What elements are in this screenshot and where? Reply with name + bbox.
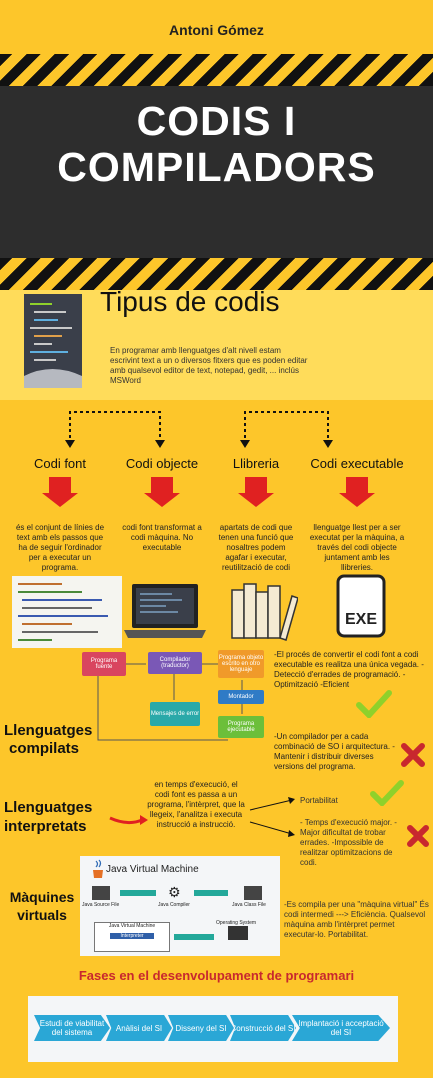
jvm-vm-label: Java Virtual Machine [108,923,156,929]
jvm-interp-label: Interpreter [110,933,154,939]
page-title: CODIS I COMPILADORS [57,98,376,190]
compilats-pros: -El procés de convertir el codi font a c… [274,650,424,689]
code-scroll-icon [22,292,88,390]
interpretats-cons: - Temps d'execució major. -Major dificul… [300,818,397,867]
java-cup-icon [90,858,106,880]
down-arrow-icon [214,477,298,507]
interpretats-label: Llenguatges interpretats [4,799,93,835]
fases-heading: Fases en el desenvolupament de programar… [78,968,355,983]
jvm-arrow [194,890,228,896]
category-codi-objecte: Codi objecte codi font transformat a cod… [116,456,208,553]
title-panel [0,86,433,258]
cross-icon [400,742,426,768]
dotted-connectors [40,408,400,448]
jvm-arrow [174,934,214,940]
interpretats-text: en temps d'execució, el codi font es pas… [147,780,245,829]
branch-arrows [248,796,296,840]
red-curve-arrow-icon [108,812,150,828]
hazard-stripe-bottom [0,258,433,290]
flow-montador: Montador [218,690,264,704]
tipus-heading: Tipus de codis [100,286,280,317]
jvm-diagram: Java Virtual Machine Java Source File ⚙ … [80,856,280,956]
down-arrow-icon [14,477,106,507]
jvm-title: Java Virtual Machine [106,864,199,875]
interpretats-pros: Portabilitat [300,796,338,805]
category-llibreria: Llibreria apartats de codi que tenen una… [214,456,298,573]
tipus-text: En programar amb llenguatges d'alt nivel… [110,346,308,385]
flow-objeto: Programa objeto escrito en otro lenguaje [218,650,264,678]
jvm-source-label: Java Source File [82,902,120,908]
category-codi-font: Codi font és el conjunt de línies de tex… [14,456,106,573]
gears-icon: ⚙ [168,884,181,900]
svg-text:EXE: EXE [345,611,377,628]
fase-step: Implantació i acceptació del SI [292,1015,390,1041]
category-desc: llenguatge llest per a ser executat per … [309,523,405,572]
cross-icon [406,824,430,848]
category-desc: codi font transformat a codi màquina. No… [122,523,202,552]
fase-step: Anàlisi del SI [106,1015,172,1041]
flow-error: Mensajes de error [150,702,200,726]
jvm-box: Java Virtual Machine Interpreter [94,922,170,952]
flow-ejecutable: Programa ejecutable [218,716,264,738]
category-desc: apartats de codi que tenen una funció qu… [218,523,294,572]
category-label: Codi font [33,456,87,471]
check-icon [356,690,392,720]
category-desc: és el conjunt de línies de text amb els … [15,523,105,572]
jvm-os-label: Operating System [216,920,257,926]
category-label: Llibreria [232,456,280,471]
source-file-icon [92,886,110,900]
flow-fuente: Programa fuente [82,652,126,676]
source-code-image [12,576,122,648]
down-arrow-icon [116,477,208,507]
down-arrow-icon [296,477,418,507]
check-icon [370,780,404,808]
category-codi-executable: Codi executable llenguatge llest per a s… [296,456,418,573]
virtuals-label: Màquines virtuals [9,889,75,923]
laptop-icon [122,582,208,642]
jvm-compiler-label: Java Compiler [158,902,190,908]
compilats-label: Llenguatges compilats [4,722,93,757]
fase-step: Disseny del SI [168,1015,234,1041]
author-name: Antoni Gómez [169,22,264,38]
exe-file-icon: EXE [336,574,386,638]
category-label: Codi objecte [125,456,199,471]
fase-step: Estudi de viabilitat del sistema [34,1015,110,1041]
virtuals-text: -Es compila per una "màquina virtual" És… [284,900,429,939]
class-file-icon [244,886,262,900]
books-icon [226,580,299,642]
computer-icon [228,926,248,940]
compile-flow-diagram: Programa fuente Compilador (traductor) P… [78,646,264,754]
hazard-stripe-top [0,54,433,86]
flow-compilador: Compilador (traductor) [148,652,202,674]
compilats-cons: -Un compilador per a cada combinació de … [274,732,395,771]
jvm-arrow [120,890,156,896]
category-label: Codi executable [310,456,404,471]
jvm-class-label: Java Class File [232,902,266,908]
fase-step: Construcció del SI [230,1015,296,1041]
